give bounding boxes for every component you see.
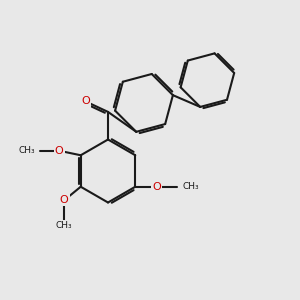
Text: O: O <box>81 96 90 106</box>
Text: CH₃: CH₃ <box>56 221 73 230</box>
Text: O: O <box>60 195 69 205</box>
Text: O: O <box>152 182 161 192</box>
Text: CH₃: CH₃ <box>182 182 199 191</box>
Text: O: O <box>55 146 64 156</box>
Text: CH₃: CH₃ <box>18 146 35 155</box>
